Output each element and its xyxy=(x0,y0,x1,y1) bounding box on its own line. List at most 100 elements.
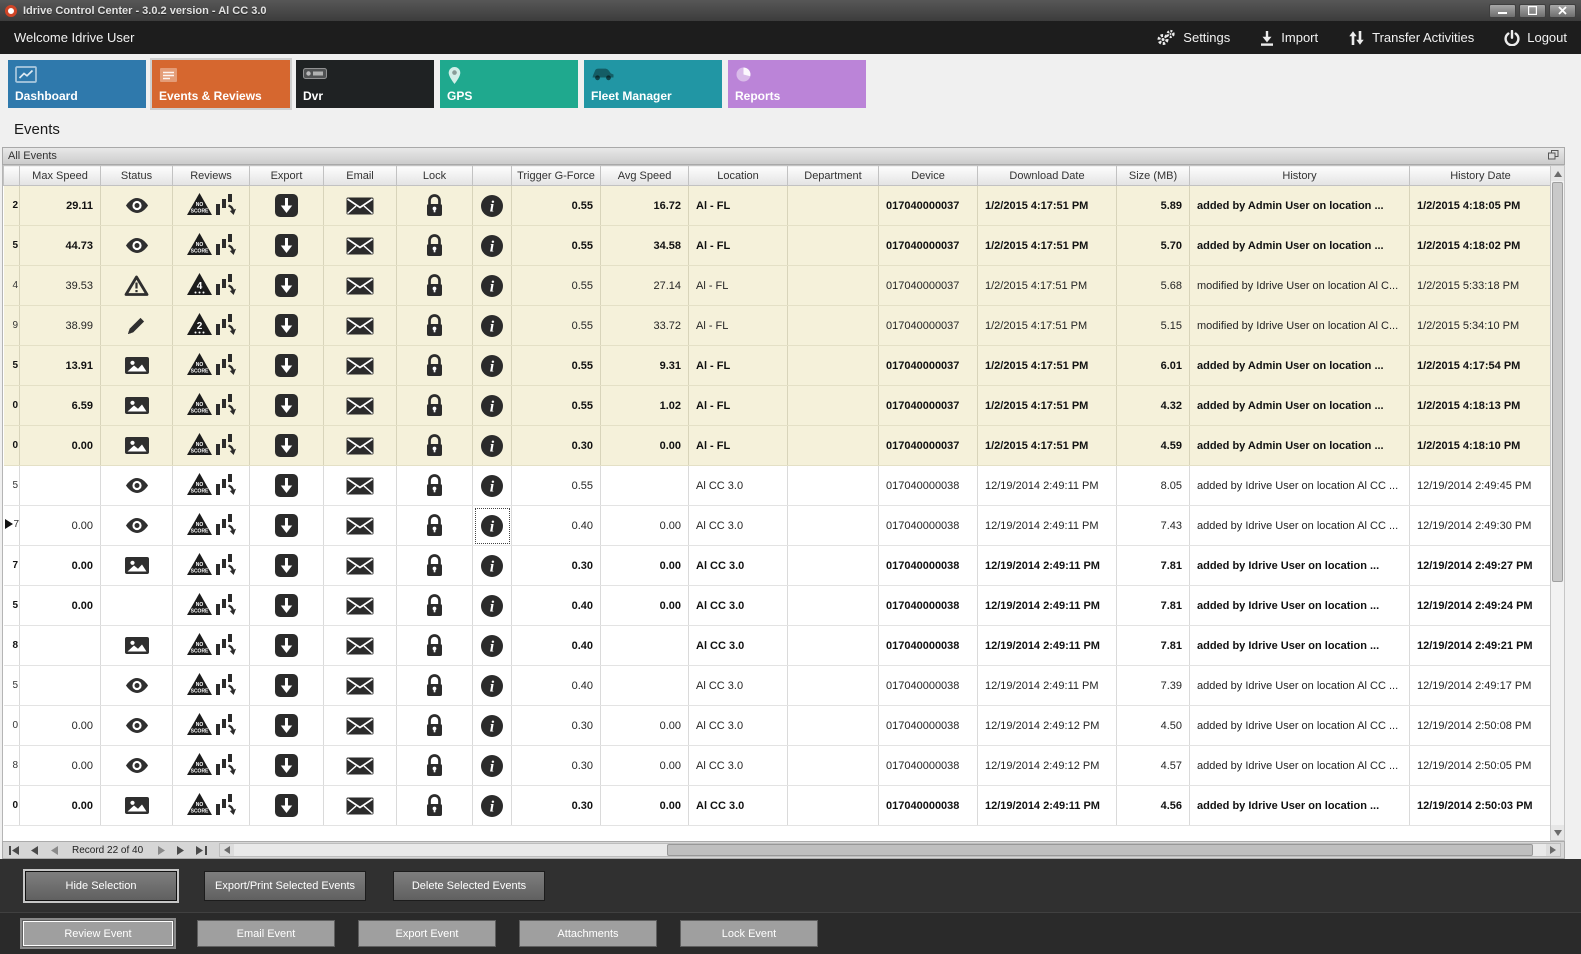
export-cell[interactable] xyxy=(249,745,324,786)
import-button[interactable]: Import xyxy=(1260,30,1318,46)
reviews-cell[interactable]: NO SCORE xyxy=(172,785,250,826)
next-record-button[interactable] xyxy=(153,843,169,857)
email-cell[interactable] xyxy=(323,385,397,426)
column-header-history[interactable]: History xyxy=(1189,165,1410,186)
lock-cell[interactable] xyxy=(396,265,473,306)
tab-dashboard[interactable]: Dashboard xyxy=(8,60,146,108)
column-header-lock[interactable]: Lock xyxy=(396,165,473,186)
export-cell[interactable] xyxy=(249,425,324,466)
export-cell[interactable] xyxy=(249,585,324,626)
reviews-cell[interactable]: NO SCORE xyxy=(172,545,250,586)
reviews-cell[interactable]: NO SCORE xyxy=(172,505,250,546)
export-print-selected-events-button[interactable]: Export/Print Selected Events xyxy=(204,870,367,901)
table-row[interactable]: 0 0.00 NO SCORE i 0.30 0.00 Al - FL 017040000037… xyxy=(3,425,1551,466)
info-cell[interactable]: i xyxy=(472,425,512,466)
status-cell[interactable] xyxy=(100,505,173,546)
export-event-button[interactable]: Export Event xyxy=(358,920,496,947)
status-cell[interactable] xyxy=(100,545,173,586)
status-cell[interactable] xyxy=(100,705,173,746)
horizontal-scroll-thumb[interactable] xyxy=(667,844,1533,856)
reviews-cell[interactable]: NO SCORE xyxy=(172,745,250,786)
transfer-activities-button[interactable]: Transfer Activities xyxy=(1348,30,1474,46)
table-row[interactable]: 2 29.11 NO SCORE i 0.55 16.72 Al - FL 0170400000… xyxy=(3,185,1551,226)
reviews-cell[interactable]: 2 xyxy=(172,305,250,346)
column-header-info[interactable] xyxy=(472,165,512,186)
scroll-left-button[interactable] xyxy=(220,844,235,856)
table-row[interactable]: 7 0.00 NO SCORE i 0.30 0.00 Al CC 3.0 0170400000… xyxy=(3,545,1551,586)
info-cell[interactable]: i xyxy=(472,665,512,706)
reviews-cell[interactable]: NO SCORE xyxy=(172,705,250,746)
info-cell[interactable]: i xyxy=(472,785,512,826)
status-cell[interactable] xyxy=(100,345,173,386)
attachments-button[interactable]: Attachments xyxy=(519,920,657,947)
scroll-down-button[interactable] xyxy=(1551,825,1564,840)
reviews-cell[interactable]: NO SCORE xyxy=(172,425,250,466)
table-row[interactable]: 7 0.00 NO SCORE i 0.40 0.00 Al CC 3.0 0170400000… xyxy=(3,505,1551,546)
logout-button[interactable]: Logout xyxy=(1504,29,1567,46)
lock-cell[interactable] xyxy=(396,225,473,266)
email-cell[interactable] xyxy=(323,465,397,506)
prev-page-button[interactable] xyxy=(26,843,42,857)
reviews-cell[interactable]: NO SCORE xyxy=(172,225,250,266)
lock-cell[interactable] xyxy=(396,745,473,786)
table-row[interactable]: 5 13.91 NO SCORE i 0.55 9.31 Al - FL 01704000003… xyxy=(3,345,1551,386)
info-cell[interactable]: i xyxy=(472,185,512,226)
last-record-button[interactable] xyxy=(193,843,209,857)
reviews-cell[interactable]: NO SCORE xyxy=(172,345,250,386)
lock-cell[interactable] xyxy=(396,785,473,826)
table-row[interactable]: 0 6.59 NO SCORE i 0.55 1.02 Al - FL 017040000037… xyxy=(3,385,1551,426)
export-cell[interactable] xyxy=(249,505,324,546)
status-cell[interactable] xyxy=(100,425,173,466)
info-cell[interactable]: i xyxy=(472,705,512,746)
table-row[interactable]: 5 NO SCORE i 0.40 Al CC 3.0 017040000038 12/19/… xyxy=(3,665,1551,706)
next-page-button[interactable] xyxy=(173,843,189,857)
lock-cell[interactable] xyxy=(396,465,473,506)
status-cell[interactable] xyxy=(100,305,173,346)
info-cell[interactable]: i xyxy=(472,225,512,266)
table-row[interactable]: 5 NO SCORE i 0.55 Al CC 3.0 017040000038 12/19/… xyxy=(3,465,1551,506)
reviews-cell[interactable]: NO SCORE xyxy=(172,465,250,506)
prev-record-button[interactable] xyxy=(46,843,62,857)
export-cell[interactable] xyxy=(249,545,324,586)
column-header-reviews[interactable]: Reviews xyxy=(172,165,250,186)
status-cell[interactable] xyxy=(100,625,173,666)
column-header-trigger-g-force[interactable]: Trigger G-Force xyxy=(511,165,601,186)
column-header-avg-speed[interactable]: Avg Speed xyxy=(600,165,689,186)
reviews-cell[interactable]: NO SCORE xyxy=(172,625,250,666)
info-cell[interactable]: i xyxy=(472,545,512,586)
email-event-button[interactable]: Email Event xyxy=(197,920,335,947)
email-cell[interactable] xyxy=(323,705,397,746)
scroll-up-button[interactable] xyxy=(1551,166,1564,181)
minimize-button[interactable] xyxy=(1489,3,1516,18)
column-header-device[interactable]: Device xyxy=(878,165,978,186)
info-cell[interactable]: i xyxy=(472,585,512,626)
column-header-status[interactable]: Status xyxy=(100,165,173,186)
export-cell[interactable] xyxy=(249,465,324,506)
table-row[interactable]: 9 38.99 2 i 0.55 33.72 Al - FL 017040000037 1/2/… xyxy=(3,305,1551,346)
tab-fleet-manager[interactable]: Fleet Manager xyxy=(584,60,722,108)
email-cell[interactable] xyxy=(323,185,397,226)
tab-gps[interactable]: GPS xyxy=(440,60,578,108)
tab-events-reviews[interactable]: Events & Reviews xyxy=(150,58,292,110)
email-cell[interactable] xyxy=(323,305,397,346)
status-cell[interactable] xyxy=(100,185,173,226)
export-cell[interactable] xyxy=(249,345,324,386)
lock-cell[interactable] xyxy=(396,305,473,346)
email-cell[interactable] xyxy=(323,545,397,586)
table-row[interactable]: 0 0.00 NO SCORE i 0.30 0.00 Al CC 3.0 0170400000… xyxy=(3,785,1551,826)
tab-dvr[interactable]: Dvr xyxy=(296,60,434,108)
status-cell[interactable] xyxy=(100,385,173,426)
lock-cell[interactable] xyxy=(396,585,473,626)
reviews-cell[interactable]: NO SCORE xyxy=(172,185,250,226)
info-cell[interactable]: i xyxy=(472,305,512,346)
info-cell[interactable]: i xyxy=(472,265,512,306)
column-header-department[interactable]: Department xyxy=(787,165,879,186)
lock-cell[interactable] xyxy=(396,505,473,546)
export-cell[interactable] xyxy=(249,385,324,426)
email-cell[interactable] xyxy=(323,225,397,266)
email-cell[interactable] xyxy=(323,745,397,786)
info-cell[interactable]: i xyxy=(472,625,512,666)
lock-cell[interactable] xyxy=(396,625,473,666)
maximize-button[interactable] xyxy=(1519,3,1546,18)
column-header-download-date[interactable]: Download Date xyxy=(977,165,1117,186)
